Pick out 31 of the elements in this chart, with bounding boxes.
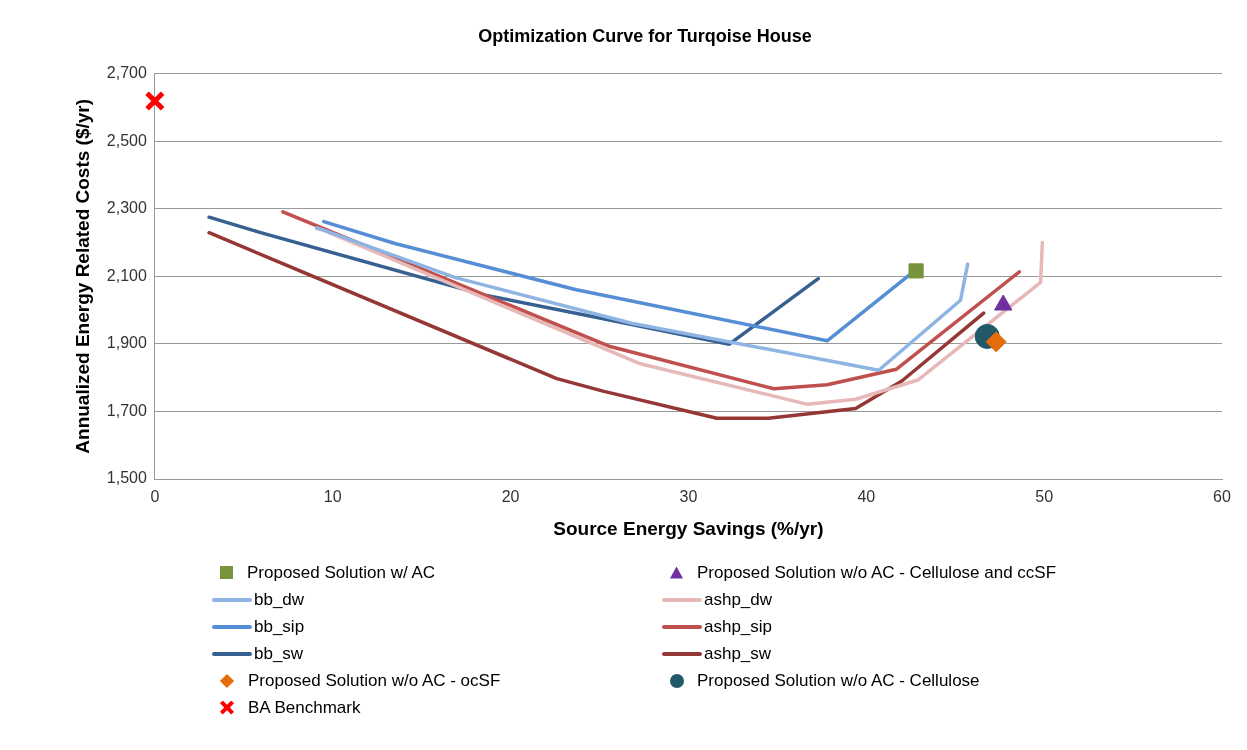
chart-title: Optimization Curve for Turqoise House: [478, 25, 812, 46]
x-tick-label: 60: [1213, 488, 1231, 506]
legend-label: Proposed Solution w/o AC - Cellulose and ccSF: [697, 562, 1057, 583]
legend-label: ashp_sip: [704, 616, 773, 637]
legend-label: ashp_sw: [704, 643, 772, 664]
legend-label: Proposed Solution w/o AC - ocSF: [248, 670, 501, 691]
x-tick-label: 10: [323, 488, 342, 506]
point: [908, 263, 924, 279]
x-tick-label: 20: [501, 488, 520, 506]
y-tick-label: 1,900: [106, 334, 147, 352]
legend-label: Proposed Solution w/o AC - Cellulose: [697, 670, 980, 691]
point: [144, 90, 166, 112]
legend-label: bb_sw: [254, 643, 304, 664]
y-tick-label: 2,700: [106, 64, 147, 82]
x-tick-label: 50: [1035, 488, 1054, 506]
legend-label: bb_sip: [254, 616, 305, 637]
legend-label: ashp_dw: [704, 589, 773, 610]
legend-label: bb_dw: [254, 589, 305, 610]
y-tick-label: 1,700: [106, 401, 147, 419]
legend-label: BA Benchmark: [248, 697, 361, 718]
x-tick-label: 30: [679, 488, 698, 506]
y-tick-label: 2,300: [106, 199, 147, 217]
point: [985, 331, 1007, 353]
y-tick-label: 2,500: [106, 131, 147, 149]
y-tick-label: 1,500: [106, 469, 147, 487]
y-tick-label: 2,100: [106, 266, 147, 284]
legend-label: Proposed Solution w/ AC: [247, 562, 436, 583]
y-axis-title: Annualized Energy Related Costs ($/yr): [71, 98, 93, 454]
x-axis-title: Source Energy Savings (%/yr): [553, 517, 824, 539]
x-tick-label: 40: [857, 488, 876, 506]
x-tick-label: 0: [150, 488, 160, 506]
